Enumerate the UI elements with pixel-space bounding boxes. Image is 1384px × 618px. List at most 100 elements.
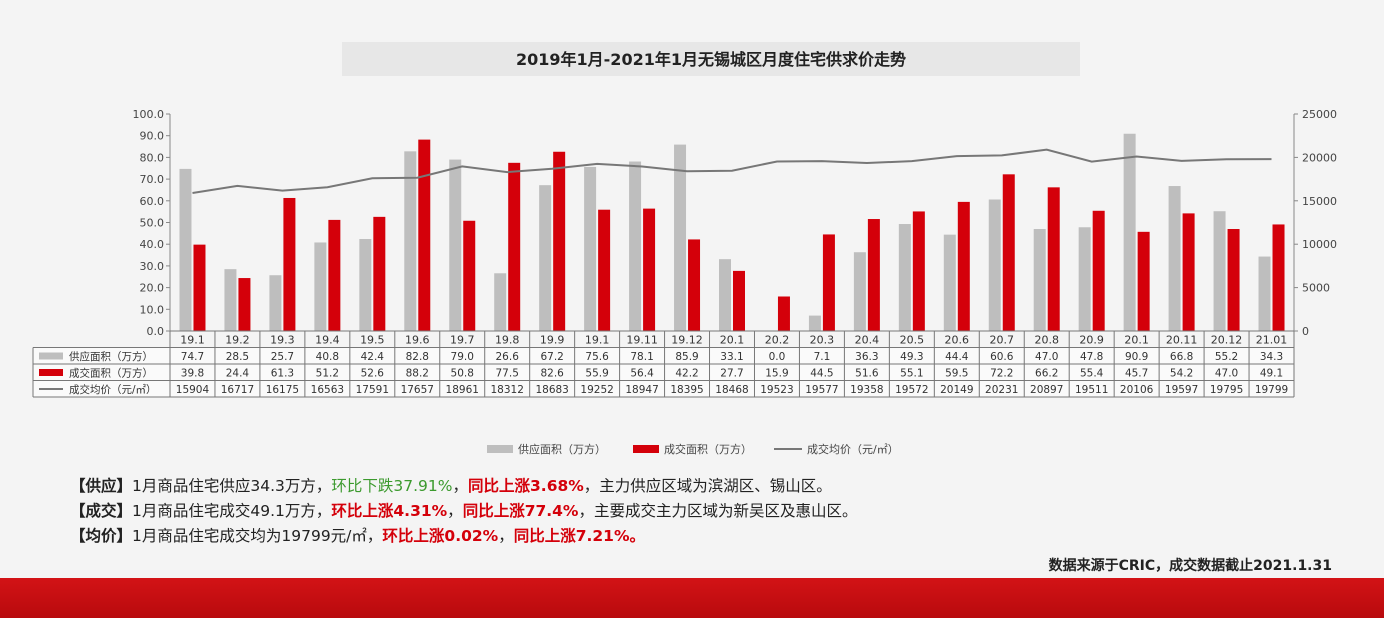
supply-bar (224, 269, 237, 331)
table-cell-value: 49.3 (900, 351, 923, 363)
table-cell-value: 18468 (715, 384, 748, 396)
left-axis-tick-label: 10.0 (140, 303, 165, 316)
table-cell-value: 44.5 (810, 368, 833, 380)
left-axis-tick-label: 100.0 (133, 108, 165, 121)
note-deal-yoy: 同比上涨77.4% (462, 502, 579, 520)
table-cell-value: 19572 (895, 384, 928, 396)
table-cell-value: 0.0 (769, 351, 786, 363)
table-cell-value: 25.7 (271, 351, 294, 363)
table-cell-value: 20231 (985, 384, 1018, 396)
deal-bar (283, 197, 296, 331)
supply-bar (449, 159, 462, 331)
x-category-label: 19.1 (585, 334, 610, 347)
table-cell-value: 40.8 (316, 351, 339, 363)
supply-bar (539, 185, 552, 331)
table-cell-value: 51.2 (316, 368, 339, 380)
left-axis-tick-label: 60.0 (140, 195, 165, 208)
supply-bar (314, 242, 327, 331)
supply-bar (943, 234, 956, 331)
right-axis-tick-label: 20000 (1302, 151, 1337, 164)
x-category-label: 20.8 (1034, 334, 1059, 347)
supply-bar (494, 273, 507, 331)
x-category-label: 20.1 (720, 334, 745, 347)
table-cell-value: 19597 (1165, 384, 1198, 396)
table-cell-value: 34.3 (1260, 351, 1283, 363)
table-cell-value: 19577 (805, 384, 838, 396)
table-cell-value: 36.3 (855, 351, 878, 363)
x-category-label: 20.12 (1211, 334, 1243, 347)
note-supply-sep: ， (452, 477, 469, 495)
right-axis-tick-label: 25000 (1302, 108, 1337, 121)
table-row-label: 供应面积（万方） (69, 350, 153, 363)
supply-bar (719, 259, 731, 331)
left-axis-tick-label: 40.0 (140, 238, 165, 251)
price-line (192, 148, 1272, 194)
note-supply-rest: ，主力供应区域为滨湖区、锡山区。 (583, 477, 832, 495)
data-source: 数据来源于CRIC，成交数据截止2021.1.31 (1048, 558, 1332, 574)
supply-demand-price-chart: 2019年1月-2021年1月无锡城区月度住宅供求价走势 0.0 10.0 20.0 3… (32, 50, 1337, 456)
note-supply-text: 1月商品住宅供应34.3万方， (132, 477, 332, 495)
right-axis-tick-label: 5000 (1302, 282, 1330, 295)
table-cell-value: 15904 (176, 384, 210, 396)
table-cell-value: 55.1 (900, 368, 923, 380)
deal-bar (957, 201, 970, 331)
deal-bar (373, 216, 386, 331)
supply-bar (988, 199, 1001, 331)
deal-bar (1002, 174, 1015, 331)
table-cell-value: 47.8 (1080, 351, 1103, 363)
deal-bar (193, 244, 206, 331)
table-cell-value: 19252 (580, 384, 613, 396)
supply-bar (404, 151, 417, 331)
table-legend-swatch (39, 352, 63, 360)
x-category-label: 20.11 (1166, 334, 1198, 347)
supply-bar (674, 144, 687, 331)
deal-bar (688, 239, 701, 331)
table-cell-value: 24.4 (226, 368, 250, 380)
x-category-label: 20.1 (1124, 334, 1149, 347)
note-price-sep: ， (498, 527, 514, 545)
note-price-yoy: 同比上涨7.21%。 (513, 527, 645, 545)
deal-bar (328, 219, 341, 331)
table-cell-value: 27.7 (720, 368, 743, 380)
table-cell-value: 20106 (1120, 384, 1154, 396)
table-cell-value: 67.2 (540, 351, 563, 363)
note-supply-tag: 【供应】 (70, 477, 133, 495)
note-price-tag: 【均价】 (70, 527, 133, 545)
supply-bar (1168, 186, 1181, 331)
table-cell-value: 28.5 (226, 351, 249, 363)
supply-bar (179, 168, 192, 331)
right-axis-tick-label: 15000 (1302, 195, 1337, 208)
table-cell-value: 17591 (356, 384, 389, 396)
table-cell-value: 26.6 (496, 351, 520, 363)
left-axis-tick-label: 90.0 (140, 130, 165, 143)
table-cell-value: 49.1 (1260, 368, 1283, 380)
table-cell-value: 18947 (625, 384, 658, 396)
x-category-label: 19.9 (540, 334, 565, 347)
x-category-label: 19.12 (671, 334, 703, 347)
table-cell-value: 51.6 (855, 368, 879, 380)
left-axis-tick-label: 70.0 (140, 173, 165, 186)
table-row-label: 成交面积（万方） (69, 367, 153, 380)
supply-bar (1078, 227, 1091, 331)
table-cell-value: 82.8 (406, 351, 429, 363)
table-cell-value: 88.2 (406, 368, 429, 380)
table-cell-value: 66.2 (1035, 368, 1058, 380)
notes-block: 【供应】1月商品住宅供应34.3万方，环比下跌37.91%，同比上涨3.68%，… (70, 474, 857, 549)
note-price-text: 1月商品住宅成交均为19799元/㎡， (132, 527, 383, 545)
table-cell-value: 56.4 (630, 368, 654, 380)
x-category-label: 20.7 (990, 334, 1015, 347)
table-cell-value: 42.2 (675, 368, 698, 380)
left-axis-tick-label: 0.0 (147, 325, 165, 338)
note-price: 【均价】1月商品住宅成交均为19799元/㎡，环比上涨0.02%，同比上涨7.2… (70, 524, 857, 549)
x-category-label: 19.11 (626, 334, 658, 347)
table-cell-value: 47.0 (1215, 368, 1238, 380)
deal-bar (912, 211, 925, 331)
table-cell-value: 78.1 (630, 351, 653, 363)
x-category-label: 20.9 (1079, 334, 1104, 347)
deal-bar (822, 234, 835, 331)
note-supply-mom: 环比下跌37.91% (331, 477, 453, 495)
note-deal-tag: 【成交】 (70, 502, 133, 520)
left-axis-tick-label: 30.0 (140, 260, 165, 273)
table-cell-value: 79.0 (451, 351, 474, 363)
table-cell-value: 74.7 (181, 351, 204, 363)
